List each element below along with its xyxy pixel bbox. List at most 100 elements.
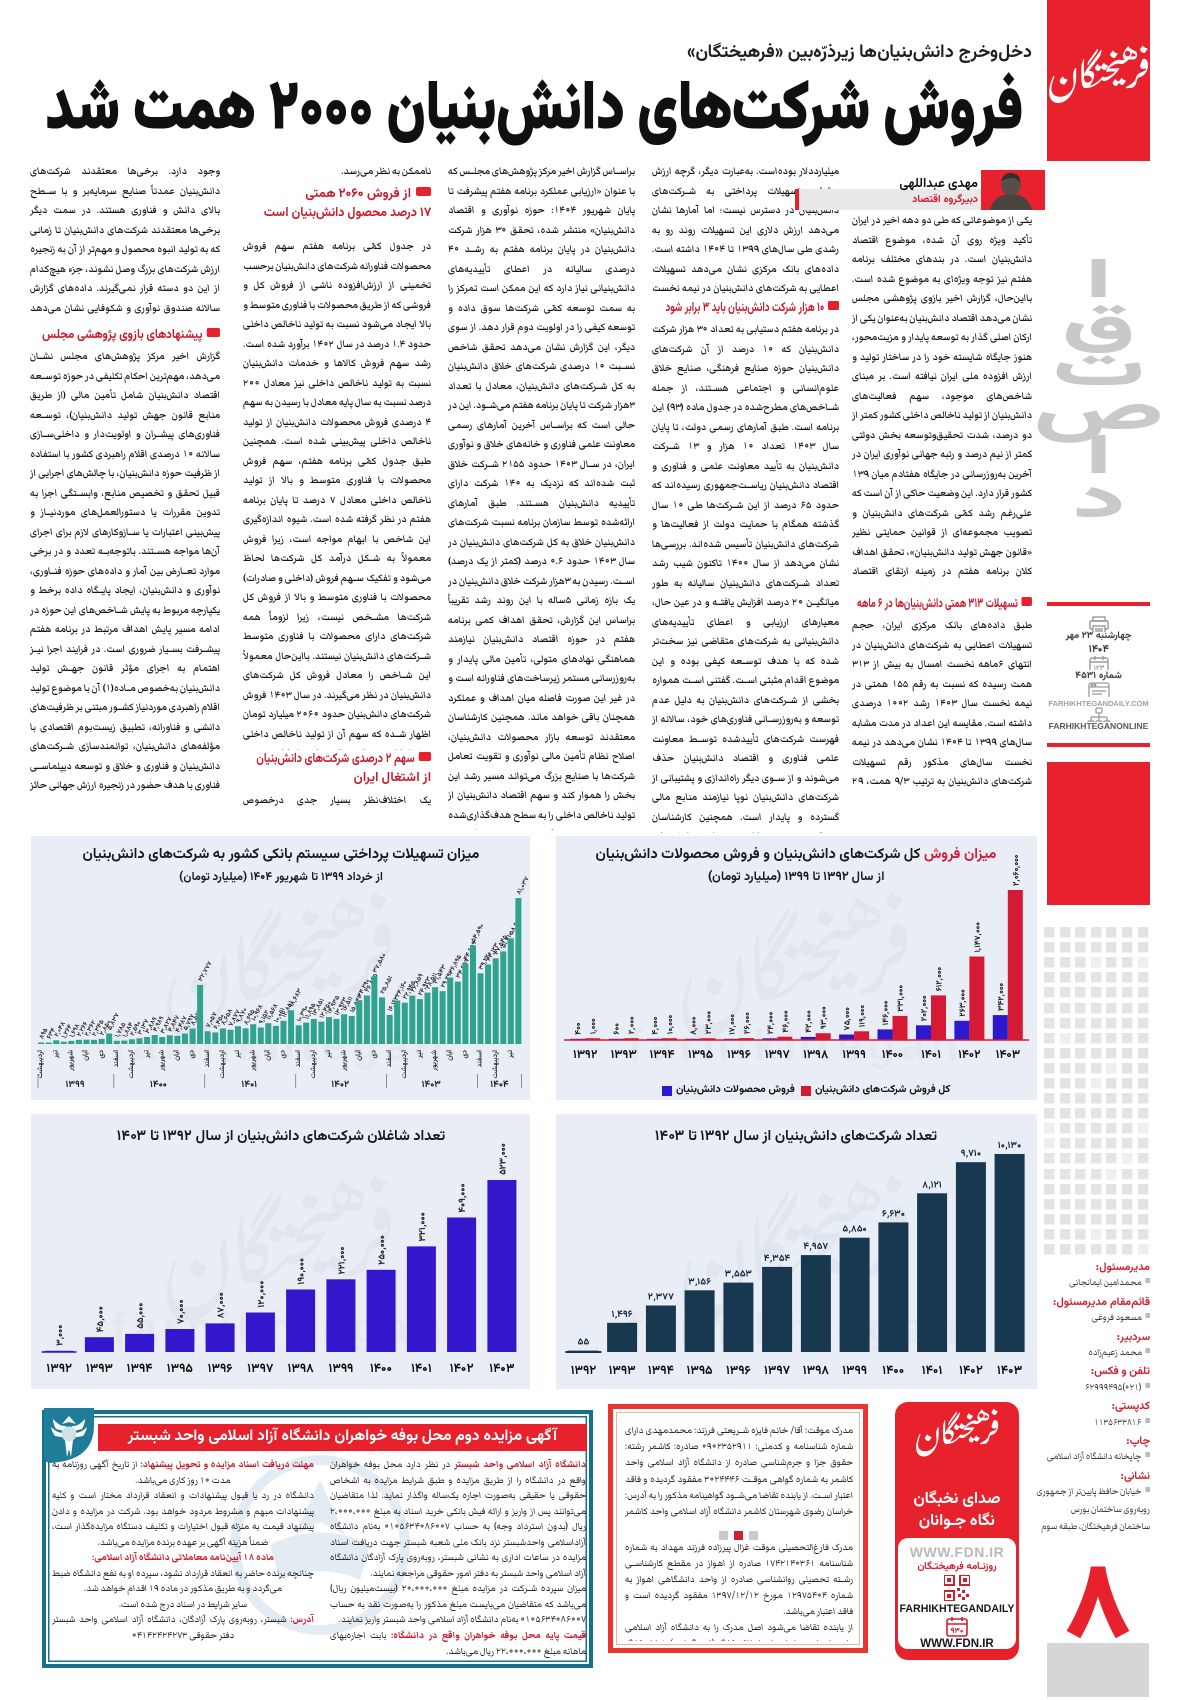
svg-text:۴۰۹٬۰۰۰: ۴۰۹٬۰۰۰ — [455, 1183, 470, 1212]
svg-text:دی: دی — [460, 1050, 471, 1059]
svg-text:فرهیختگان: فرهیختگان — [151, 847, 408, 1100]
svg-text:۱۳۹۴: ۱۳۹۴ — [126, 1359, 153, 1379]
svg-text:آبان: آبان — [263, 1050, 274, 1061]
svg-text:اسفند: اسفند — [111, 1050, 122, 1068]
svg-text:۲۵۰٬۰۰۰: ۲۵۰٬۰۰۰ — [375, 1235, 390, 1265]
svg-text:۱۴۰۰: ۱۴۰۰ — [881, 1361, 904, 1381]
svg-text:۱۴۰۱: ۱۴۰۱ — [241, 1078, 258, 1093]
svg-text:آبان: آبان — [81, 1050, 92, 1061]
svg-text:۱۳۹۲: ۱۳۹۲ — [573, 1047, 598, 1065]
svg-text:۱۴۰۳: ۱۴۰۳ — [488, 1359, 514, 1379]
svg-text:۴۶٬۰۰۰: ۴۶٬۰۰۰ — [781, 1010, 793, 1032]
svg-text:۲٬۰۶۰٬۰۰۰: ۲٬۰۶۰٬۰۰۰ — [1011, 854, 1023, 886]
svg-text:اسفند: اسفند — [202, 1050, 213, 1068]
svg-text:اردیبهشت: اردیبهشت — [308, 1050, 319, 1079]
svg-text:۶۰۰: ۶۰۰ — [612, 1023, 624, 1036]
svg-text:۱۱۹٬۰۰۰: ۱۱۹٬۰۰۰ — [858, 1005, 870, 1028]
svg-text:۴۵٬۰۰۰: ۴۵٬۰۰۰ — [93, 1306, 108, 1332]
svg-text:۱۳۹۸: ۱۳۹۸ — [803, 1047, 829, 1065]
svg-text:۸٬۰۰۰: ۸٬۰۰۰ — [689, 1016, 701, 1034]
svg-text:۴٬۰۰۰: ۴٬۰۰۰ — [651, 1016, 663, 1034]
svg-text:۳۲۱٬۰۰۰: ۳۲۱٬۰۰۰ — [415, 1212, 430, 1241]
svg-text:از خرداد ۱۳۹۹ تا شهریور ۱۴۰۴ (: از خرداد ۱۳۹۹ تا شهریور ۱۴۰۴ (میلیارد تو… — [179, 869, 382, 887]
svg-text:دی: دی — [96, 1050, 107, 1059]
svg-text:آبان: آبان — [444, 1050, 455, 1061]
svg-text:farhikhtegan: farhikhtegan — [628, 1021, 964, 1070]
svg-text:۱۳۹۹: ۱۳۹۹ — [65, 1078, 85, 1093]
svg-text:شهریور: شهریور — [338, 1050, 349, 1072]
svg-text:۲۰۲٬۰۰۰: ۲۰۲٬۰۰۰ — [920, 995, 932, 1021]
svg-text:۱۴۰۱: ۱۴۰۱ — [921, 1047, 941, 1065]
svg-text:۲٬۰۰۰: ۲٬۰۰۰ — [627, 1016, 639, 1034]
svg-text:۱٬۱۴۷٬۰۰۰: ۱٬۱۴۷٬۰۰۰ — [973, 922, 985, 953]
svg-text:تیر: تیر — [50, 1049, 61, 1059]
svg-text:۱۰٬۱۳۰: ۱۰٬۱۳۰ — [998, 1139, 1022, 1154]
svg-text:۳٬۰۰۰: ۳٬۰۰۰ — [53, 1325, 68, 1346]
svg-text:اردیبهشت: اردیبهشت — [217, 1050, 228, 1079]
svg-text:تیر: تیر — [505, 1049, 516, 1059]
svg-text:۵۲۳٬۰۰۰: ۵۲۳٬۰۰۰ — [495, 1143, 510, 1175]
svg-text:۳٬۵۵۳: ۳٬۵۵۳ — [725, 1268, 752, 1283]
svg-text:۱۳۹۹: ۱۳۹۹ — [841, 1361, 867, 1381]
svg-text:۲۴٬۰۰۰: ۲۴٬۰۰۰ — [766, 1012, 778, 1035]
svg-text:۱۴۰۴: ۱۴۰۴ — [489, 1078, 509, 1093]
svg-text:شهریور: شهریور — [429, 1050, 440, 1072]
svg-text:۱۳۹۶: ۱۳۹۶ — [725, 1361, 752, 1381]
svg-text:۱۳۹۸: ۱۳۹۸ — [287, 1359, 315, 1379]
svg-text:اردیبهشت: اردیبهشت — [399, 1050, 410, 1079]
svg-text:۳۳۱٬۰۰۰: ۳۳۱٬۰۰۰ — [896, 985, 908, 1012]
svg-text:۲۶٬۰۰۰: ۲۶٬۰۰۰ — [742, 1012, 754, 1034]
svg-text:تیر: تیر — [414, 1049, 425, 1059]
svg-text:۱۳۹۳: ۱۳۹۳ — [608, 1361, 636, 1381]
svg-text:تیر: تیر — [232, 1049, 243, 1059]
svg-text:۱۹۰٬۰۰۰: ۱۹۰٬۰۰۰ — [294, 1258, 309, 1284]
svg-text:۱۳۹۵: ۱۳۹۵ — [166, 1359, 194, 1379]
svg-text:تیر: تیر — [323, 1049, 334, 1059]
svg-text:۶٬۶۳۰: ۶٬۶۳۰ — [881, 1207, 905, 1222]
svg-text:۱۷٬۰۰۰: ۱۷٬۰۰۰ — [727, 1014, 739, 1035]
svg-text:آبان: آبان — [354, 1050, 365, 1061]
svg-text:شهریور: شهریور — [247, 1050, 258, 1072]
svg-text:۱۴۰۲: ۱۴۰۲ — [958, 1047, 981, 1065]
svg-text:۲۲۱٬۰۰۰: ۲۲۱٬۰۰۰ — [334, 1246, 349, 1274]
svg-text:اردیبهشت: اردیبهشت — [126, 1050, 137, 1079]
svg-text:۳٬۱۵۶: ۳٬۱۵۶ — [688, 1275, 711, 1290]
svg-text:میزان فروش کل شرکت‌های دانش‌بن: میزان فروش کل شرکت‌های دانش‌بنیان و فروش… — [596, 843, 997, 866]
svg-text:۱۳۹۶: ۱۳۹۶ — [727, 1047, 752, 1065]
svg-text:اردیبهشت: اردیبهشت — [490, 1050, 501, 1079]
svg-text:۱۲۰٬۰۰۰: ۱۲۰٬۰۰۰ — [254, 1281, 269, 1308]
svg-text:۲٬۳۷۷: ۲٬۳۷۷ — [648, 1291, 674, 1306]
svg-text:۸٬۱۲۱: ۸٬۱۲۱ — [922, 1178, 942, 1193]
svg-text:۵۵٬۰۰۰: ۵۵٬۰۰۰ — [133, 1303, 148, 1329]
svg-text:دی: دی — [369, 1050, 380, 1059]
svg-text:۱۳۹۷: ۱۳۹۷ — [765, 1047, 791, 1065]
svg-text:۱۳۹۴: ۱۳۹۴ — [647, 1361, 674, 1381]
svg-text:۱٬۴۹۶: ۱٬۴۹۶ — [612, 1308, 633, 1323]
svg-text:۱۴۶٬۰۰۰: ۱۴۶٬۰۰۰ — [881, 1000, 893, 1025]
svg-text:آبان: آبان — [172, 1050, 183, 1061]
svg-text:۱۴۰۱: ۱۴۰۱ — [921, 1361, 943, 1381]
svg-text:اسفند: اسفند — [293, 1050, 304, 1068]
svg-text:۹۳۰: ۹۳۰ — [951, 1626, 964, 1637]
svg-text:۹۳٬۰۰۰: ۹۳٬۰۰۰ — [819, 1006, 831, 1029]
svg-text:farhikhtegan: farhikhtegan — [628, 1304, 964, 1353]
svg-text:۶۱۲٬۰۰۰: ۶۱۲٬۰۰۰ — [935, 967, 947, 993]
svg-text:۱۴۰۲: ۱۴۰۲ — [958, 1361, 983, 1381]
svg-text:از سال ۱۳۹۲ تا ۱۳۹۹ (میلیارد ت: از سال ۱۳۹۲ تا ۱۳۹۹ (میلیارد تومان) — [708, 867, 885, 887]
svg-text:۱۴۰۰: ۱۴۰۰ — [149, 1078, 167, 1093]
svg-text:۷۵٬۰۰۰: ۷۵٬۰۰۰ — [843, 1007, 855, 1030]
svg-text:اسفند: اسفند — [475, 1050, 486, 1068]
svg-text:۲۶۳٬۰۰۰: ۲۶۳٬۰۰۰ — [958, 989, 970, 1017]
svg-text:۴٬۳۵۴: ۴٬۳۵۴ — [763, 1252, 791, 1267]
svg-text:۱۲۳: ۱۲۳ — [1093, 663, 1104, 670]
svg-text:۸۷٬۰۰۰: ۸۷٬۰۰۰ — [214, 1292, 229, 1318]
svg-text:۱۳۹۷: ۱۳۹۷ — [246, 1359, 274, 1379]
svg-text:۱۴۰۰: ۱۴۰۰ — [369, 1359, 392, 1379]
svg-text:۱۳۹۵: ۱۳۹۵ — [688, 1047, 714, 1065]
svg-text:۱۴۰۲: ۱۴۰۲ — [330, 1078, 349, 1093]
svg-text:۱۳۹۹: ۱۳۹۹ — [842, 1047, 866, 1065]
svg-text:۴۰۰: ۴۰۰ — [574, 1022, 586, 1034]
svg-text:۴۲٬۰۰۰: ۴۲٬۰۰۰ — [804, 1010, 816, 1033]
svg-text:۱۴۰۳: ۱۴۰۳ — [996, 1047, 1020, 1065]
svg-text:شهریور: شهریور — [66, 1050, 77, 1072]
